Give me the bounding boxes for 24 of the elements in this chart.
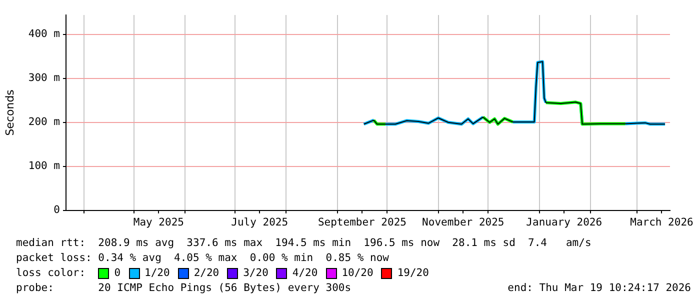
- y-tick-label: 400 m: [28, 28, 60, 40]
- legend-label: 19/20: [397, 266, 429, 281]
- y-tick-label: 200 m: [28, 116, 60, 128]
- x-tick-label: May 2025: [133, 216, 184, 228]
- x-tick-label: January 2026: [526, 216, 602, 228]
- y-tick-label: 0: [54, 204, 60, 216]
- y-tick-label: 300 m: [28, 72, 60, 84]
- legend-label: 3/20: [243, 266, 268, 281]
- text: packet loss: 0.34 % avg 4.05 % max 0.00 % min 0.85 % now: [16, 251, 389, 266]
- x-tick-label: September 2025: [318, 216, 406, 228]
- x-tick-label: November 2025: [422, 216, 504, 228]
- x-tick-label: March 2026: [630, 216, 694, 228]
- y-tick-label: 100 m: [28, 160, 60, 172]
- legend-title: loss color:: [16, 266, 87, 281]
- y-axis-title: Seconds: [3, 89, 16, 136]
- text: end: Thu Mar 19 10:24:17 2026: [508, 281, 691, 296]
- text: median rtt: 208.9 ms avg 337.6 ms max 194.5 ms min 196.5 ms now 28.1 ms sd 7.4 am/s: [16, 236, 592, 251]
- legend-label: 2/20: [194, 266, 220, 281]
- legend-label: 4/20: [292, 266, 318, 281]
- x-tick-label: July 2025: [231, 216, 288, 228]
- text: probe: 20 ICMP Echo Pings (56 Bytes) every 300s: [16, 281, 352, 296]
- legend-label: 10/20: [342, 266, 374, 281]
- legend-label: 0: [114, 266, 121, 281]
- legend-label: 1/20: [144, 266, 170, 281]
